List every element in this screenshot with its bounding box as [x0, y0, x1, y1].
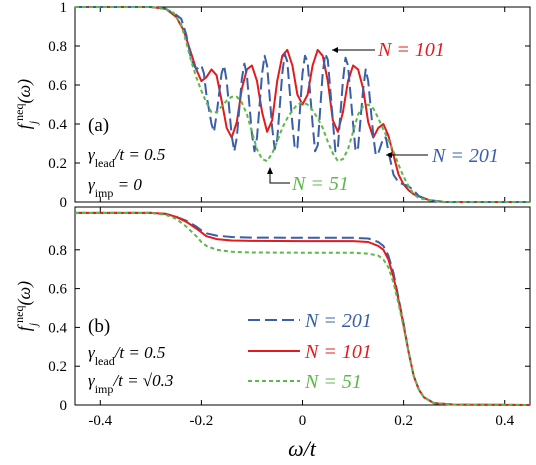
annotation-n201-text: N = 201	[431, 145, 499, 167]
panel-a-ytick-label: 0	[60, 195, 68, 211]
panel-b-series-n101	[75, 211, 531, 406]
legend-label-n51: N = 51	[304, 371, 362, 393]
panel-b-series	[75, 211, 531, 406]
annotation-n51: N = 51	[267, 167, 349, 195]
panel-b-xtick-label: 0.2	[394, 413, 413, 429]
panel-b-ytick-label: 0.6	[48, 282, 67, 298]
panel-b-series-n51	[75, 211, 531, 406]
panel-b-param-imp: γimp/t = √0.3	[88, 371, 173, 396]
panel-b-xtick-label: -0.4	[88, 413, 112, 429]
legend-label-n201: N = 201	[304, 310, 372, 332]
panel-a-series-n101	[75, 6, 530, 203]
legend-item-n201: N = 201	[248, 310, 372, 332]
panel-b-xtick-label: 0.4	[495, 413, 514, 429]
panel-a-ytick-label: 0.8	[48, 39, 67, 55]
panel-a-series-n201	[75, 6, 530, 203]
panel-b-ytick-label: 0.4	[48, 320, 67, 336]
panel-a-ytick-label: 0.4	[48, 117, 67, 133]
panel-b-label: (b)	[88, 316, 110, 337]
legend-label-n101: N = 101	[304, 341, 372, 363]
annotation-n51-text: N = 51	[291, 173, 349, 195]
panel-a-ytick-label: 0.6	[48, 78, 67, 94]
panel-a-ylabel: fjneq(ω)	[12, 79, 40, 129]
panel-b-ticks: 0 0.2 0.4 0.6 0.8 -0.4 -0.2 0 0.2 0.4	[48, 207, 530, 429]
panel-b-ylabel: fjneq(ω)	[12, 281, 40, 331]
panel-b: 0 0.2 0.4 0.6 0.8 -0.4 -0.2 0 0.2 0.4 fjneq(ω) (b…	[12, 206, 531, 461]
panel-a-series-n51	[75, 6, 530, 203]
panel-a-ytick-label: 0.2	[48, 156, 67, 172]
panel-b-param-lead: γlead/t = 0.5	[88, 343, 165, 368]
panel-a-param-imp: γimp = 0	[88, 175, 142, 200]
panel-b-xtick-label: -0.2	[190, 413, 214, 429]
legend-item-n101: N = 101	[248, 341, 372, 363]
panel-a-ytick-label: 1	[60, 0, 68, 16]
annotation-n101-text: N = 101	[377, 39, 445, 61]
panel-b-ytick-label: 0	[60, 398, 68, 414]
annotation-n101: N = 101	[332, 39, 445, 61]
panel-b-ytick-label: 0.2	[48, 359, 67, 375]
panel-b-xtick-label: 0	[299, 413, 307, 429]
panel-a-ticks: 0 0.2 0.4 0.6 0.8 1	[48, 0, 530, 211]
annotation-n201: N = 201	[386, 145, 499, 167]
panel-a: 0 0.2 0.4 0.6 0.8 1 fjneq(ω) (a) γlead/t = 0.…	[12, 0, 531, 211]
panel-a-label: (a)	[88, 115, 109, 136]
panel-b-ytick-label: 0.8	[48, 243, 67, 259]
x-axis-label: ω/t	[288, 436, 317, 461]
legend-item-n51: N = 51	[248, 371, 362, 393]
legend: N = 201 N = 101 N = 51	[248, 310, 372, 393]
panel-a-series	[75, 6, 530, 203]
panel-a-param-lead: γlead/t = 0.5	[88, 145, 165, 170]
